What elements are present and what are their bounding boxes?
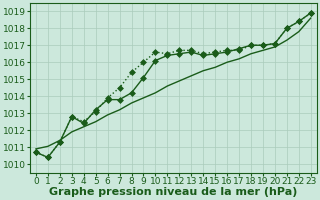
X-axis label: Graphe pression niveau de la mer (hPa): Graphe pression niveau de la mer (hPa): [49, 187, 298, 197]
